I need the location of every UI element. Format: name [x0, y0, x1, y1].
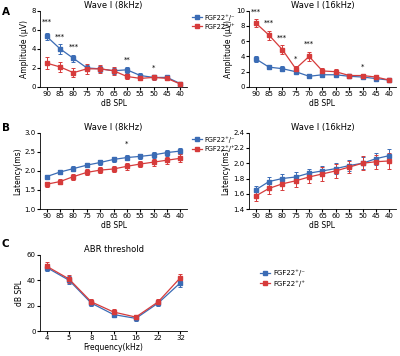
- Text: *: *: [152, 65, 155, 71]
- X-axis label: dB SPL: dB SPL: [100, 221, 126, 230]
- Y-axis label: dB SPL: dB SPL: [15, 280, 24, 306]
- Legend: FGF22⁺/⁻, FGF22⁺/⁺: FGF22⁺/⁻, FGF22⁺/⁺: [260, 270, 305, 287]
- Text: *: *: [125, 141, 129, 147]
- Text: B: B: [2, 123, 10, 133]
- Text: ***: ***: [68, 44, 78, 50]
- Text: ***: ***: [264, 20, 274, 26]
- X-axis label: dB SPL: dB SPL: [310, 221, 336, 230]
- Text: ***: ***: [250, 9, 261, 15]
- Title: Wave I (16kHz): Wave I (16kHz): [291, 123, 354, 132]
- Legend: FGF22⁺/⁻, FGF22⁺/⁺: FGF22⁺/⁻, FGF22⁺/⁺: [192, 14, 235, 30]
- Text: A: A: [2, 7, 10, 17]
- Title: ABR threshold: ABR threshold: [84, 245, 144, 254]
- Title: Wave I (8kHz): Wave I (8kHz): [84, 123, 143, 132]
- Title: Wave I (16kHz): Wave I (16kHz): [291, 1, 354, 10]
- X-axis label: dB SPL: dB SPL: [310, 99, 336, 108]
- Y-axis label: Latency(ms): Latency(ms): [222, 147, 231, 195]
- Y-axis label: Amplitude (μV): Amplitude (μV): [224, 20, 233, 78]
- Text: ***: ***: [304, 41, 314, 47]
- Legend: FGF22⁺/⁻, FGF22⁺/⁺: FGF22⁺/⁻, FGF22⁺/⁺: [192, 136, 235, 152]
- Text: *: *: [361, 64, 364, 70]
- Y-axis label: Latency(ms): Latency(ms): [13, 147, 22, 195]
- Text: C: C: [2, 239, 10, 248]
- Y-axis label: Amplitude (μV): Amplitude (μV): [20, 20, 28, 78]
- Text: ***: ***: [277, 35, 287, 41]
- X-axis label: dB SPL: dB SPL: [100, 99, 126, 108]
- Text: *: *: [294, 56, 297, 62]
- Text: ***: ***: [42, 19, 52, 25]
- Text: ***: ***: [55, 33, 65, 39]
- Text: **: **: [124, 57, 130, 63]
- X-axis label: Frequency(kHz): Frequency(kHz): [84, 342, 144, 352]
- Title: Wave I (8kHz): Wave I (8kHz): [84, 1, 143, 10]
